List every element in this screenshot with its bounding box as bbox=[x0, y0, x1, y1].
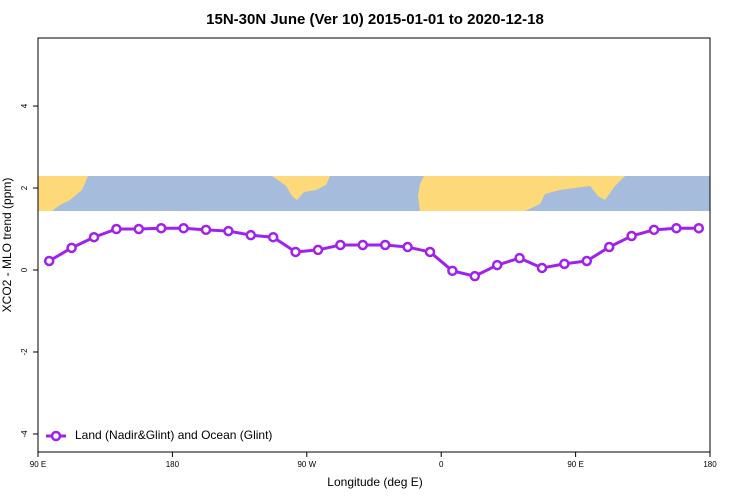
x-tick-label: 90 E bbox=[30, 460, 46, 469]
point bbox=[223, 225, 234, 237]
point bbox=[402, 241, 413, 253]
y-tick-label: -4 bbox=[20, 430, 29, 438]
point bbox=[290, 246, 301, 258]
point bbox=[66, 242, 77, 254]
point bbox=[603, 241, 615, 253]
point bbox=[693, 222, 705, 234]
point bbox=[559, 258, 570, 270]
point bbox=[200, 224, 212, 236]
point bbox=[469, 270, 481, 282]
point bbox=[335, 239, 346, 251]
y-tick-label: 2 bbox=[20, 185, 29, 190]
y-tick-label: 4 bbox=[20, 103, 29, 108]
x-tick-label: 90 W bbox=[297, 460, 316, 469]
chart-title: 15N-30N June (Ver 10) 2015-01-01 to 2020… bbox=[206, 11, 544, 28]
point bbox=[491, 259, 503, 271]
x-axis-label: Longitude (deg E) bbox=[327, 475, 422, 489]
x-tick-label: 90 E bbox=[567, 460, 583, 469]
point bbox=[133, 223, 145, 235]
plot-frame bbox=[37, 37, 711, 453]
point bbox=[648, 224, 660, 236]
x-tick-label: 180 bbox=[703, 460, 717, 469]
point bbox=[581, 255, 593, 267]
point bbox=[536, 262, 548, 274]
point bbox=[379, 239, 391, 251]
point bbox=[88, 231, 100, 243]
point bbox=[312, 244, 324, 256]
point bbox=[155, 222, 167, 234]
series-line bbox=[48, 226, 699, 278]
legend-marker bbox=[50, 430, 62, 442]
point bbox=[447, 265, 458, 277]
point bbox=[43, 255, 55, 267]
point bbox=[178, 222, 189, 234]
point bbox=[267, 231, 279, 243]
y-tick-label: -2 bbox=[20, 348, 29, 356]
x-tick-label: 0 bbox=[439, 460, 444, 469]
point bbox=[424, 246, 436, 258]
y-axis-label: XCO2 - MLO trend (ppm) bbox=[0, 178, 14, 313]
point bbox=[514, 252, 525, 264]
y-tick-label: 0 bbox=[20, 267, 29, 272]
point bbox=[357, 239, 369, 251]
x-tick-label: 180 bbox=[166, 460, 180, 469]
map-strip bbox=[38, 176, 710, 211]
point bbox=[245, 229, 257, 241]
point bbox=[111, 223, 122, 235]
point bbox=[671, 222, 682, 234]
legend-label: Land (Nadir&Glint) and Ocean (Glint) bbox=[75, 428, 272, 442]
point bbox=[626, 230, 637, 242]
